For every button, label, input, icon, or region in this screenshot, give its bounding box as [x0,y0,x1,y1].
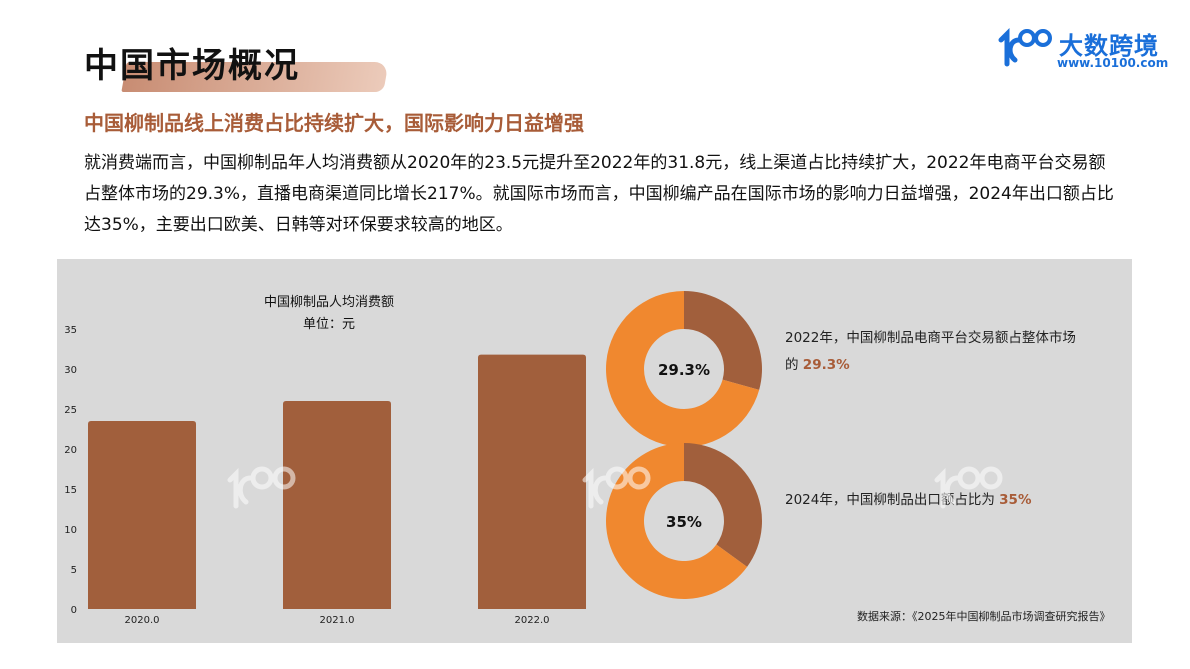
y-tick-label: 0 [71,605,77,616]
y-tick-label: 20 [64,445,77,456]
bar-2020.0 [88,421,196,609]
y-tick-label: 25 [64,405,77,416]
y-tick-label: 15 [64,485,77,496]
donut-1-annotation-line2: 的 [785,357,799,373]
bar-chart-title: 中国柳制品人均消费额 [264,295,394,310]
section-subtitle: 中国柳制品线上消费占比持续扩大，国际影响力日益增强 [84,111,584,135]
data-source-note: 数据来源：《2025年中国柳制品市场调查研究报告》 [857,610,1111,623]
x-tick-label: 2020.0 [125,615,160,626]
donut-1-slice-2 [606,291,760,447]
donut-1-annotation-value: 29.3% [802,357,850,373]
donut-1-annotation: 2022年，中国柳制品电商平台交易额占整体市场 的 29.3% [785,325,1115,379]
x-tick-label: 2022.0 [515,615,550,626]
bar-2021.0 [283,401,391,609]
donut-2-annotation-value: 35% [999,492,1032,508]
logo-mark-icon [998,27,1052,67]
donut-1-slice-1 [684,291,762,390]
page-title-block: 中国市场概况 [84,38,389,92]
chart-panel: 中国柳制品人均消费额 单位：元 0 5 10 15 20 25 30 35 2020.0 2021.0… [57,259,1132,643]
logo-brand-name: 大数跨境 [1059,32,1159,60]
watermark-logo-icon [227,466,296,509]
y-tick-label: 5 [71,565,77,576]
y-tick-label: 35 [64,325,77,336]
page-title: 中国市场概况 [84,46,300,86]
bar-chart-unit: 单位：元 [303,317,355,332]
y-tick-label: 10 [64,525,77,536]
y-tick-label: 30 [64,365,77,376]
donut-2-center-label: 35% [666,513,702,531]
donut-2-slice-1 [684,443,762,567]
donut-2-slice-2 [606,443,748,599]
donut-1-center-label: 29.3% [658,361,710,379]
watermark-logo-icon [582,466,651,509]
x-tick-label: 2021.0 [320,615,355,626]
bar-2022.0 [478,354,586,609]
donut-1-annotation-line1: 2022年，中国柳制品电商平台交易额占整体市场 [785,330,1076,346]
logo-url: www.10100.com [1057,56,1169,70]
body-paragraph: 就消费端而言，中国柳制品年人均消费额从2020年的23.5元提升至2022年的3… [84,153,1114,235]
brand-logo: 大数跨境 www.10100.com [995,24,1170,70]
watermark-logo-icon [934,466,1003,509]
